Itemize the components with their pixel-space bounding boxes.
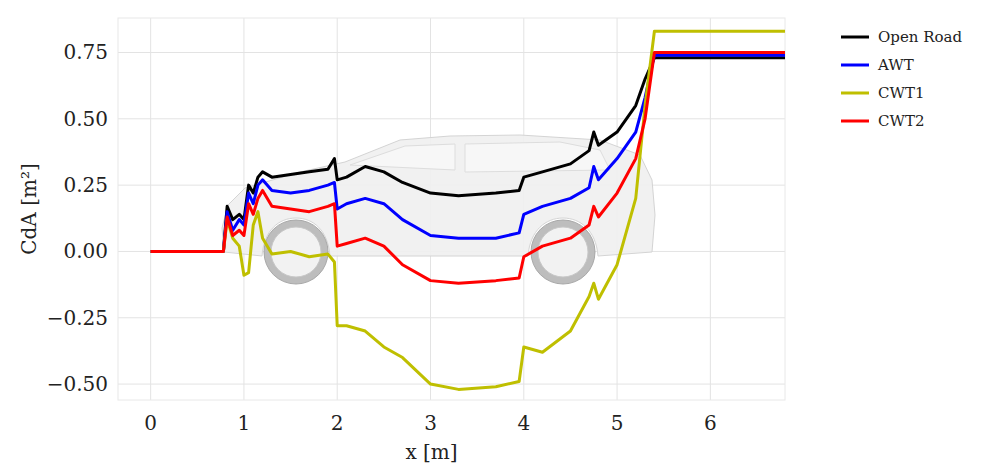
plot-frame (118, 18, 785, 400)
tick-labels: 0 1 2 3 4 5 6 −0.50 −0.25 0.00 0.25 0.50 0.75 (47, 40, 717, 435)
x-tick-label: 6 (704, 411, 717, 435)
legend-label: Open Road (878, 28, 962, 46)
legend-swatch (841, 36, 869, 39)
y-tick-label: 0.75 (63, 40, 108, 64)
x-grid-line (710, 18, 711, 400)
legend-swatch (841, 64, 869, 67)
legend-label: CWT2 (878, 112, 924, 130)
lines (151, 31, 785, 389)
y-tick-label: −0.50 (47, 372, 108, 396)
y-tick-label: 0.50 (63, 107, 108, 131)
legend: Open Road AWT CWT1 CWT2 (841, 28, 962, 130)
legend-label: CWT1 (878, 84, 924, 102)
grid (118, 18, 785, 400)
x-tick-label: 0 (144, 411, 157, 435)
x-axis-title: x [m] (405, 440, 457, 464)
y-grid-line (118, 118, 785, 119)
legend-swatch (841, 92, 869, 95)
x-grid-line (150, 18, 151, 400)
chart: 0 1 2 3 4 5 6 −0.50 −0.25 0.00 0.25 0.50 0.75 x [m] Cd… (0, 0, 985, 467)
legend-label: AWT (877, 56, 914, 74)
x-tick-label: 4 (517, 411, 530, 435)
legend-swatch (841, 120, 869, 123)
y-tick-label: −0.25 (47, 306, 108, 330)
series-line (151, 52, 785, 283)
y-grid-line (118, 384, 785, 385)
y-tick-label: 0.00 (63, 239, 108, 263)
y-tick-label: 0.25 (63, 173, 108, 197)
x-tick-label: 3 (424, 411, 437, 435)
y-grid-line (118, 317, 785, 318)
series-line (151, 31, 785, 389)
y-axis-title: CdA [m²] (17, 163, 41, 255)
x-tick-label: 1 (238, 411, 251, 435)
x-tick-label: 2 (331, 411, 344, 435)
x-tick-label: 5 (611, 411, 624, 435)
